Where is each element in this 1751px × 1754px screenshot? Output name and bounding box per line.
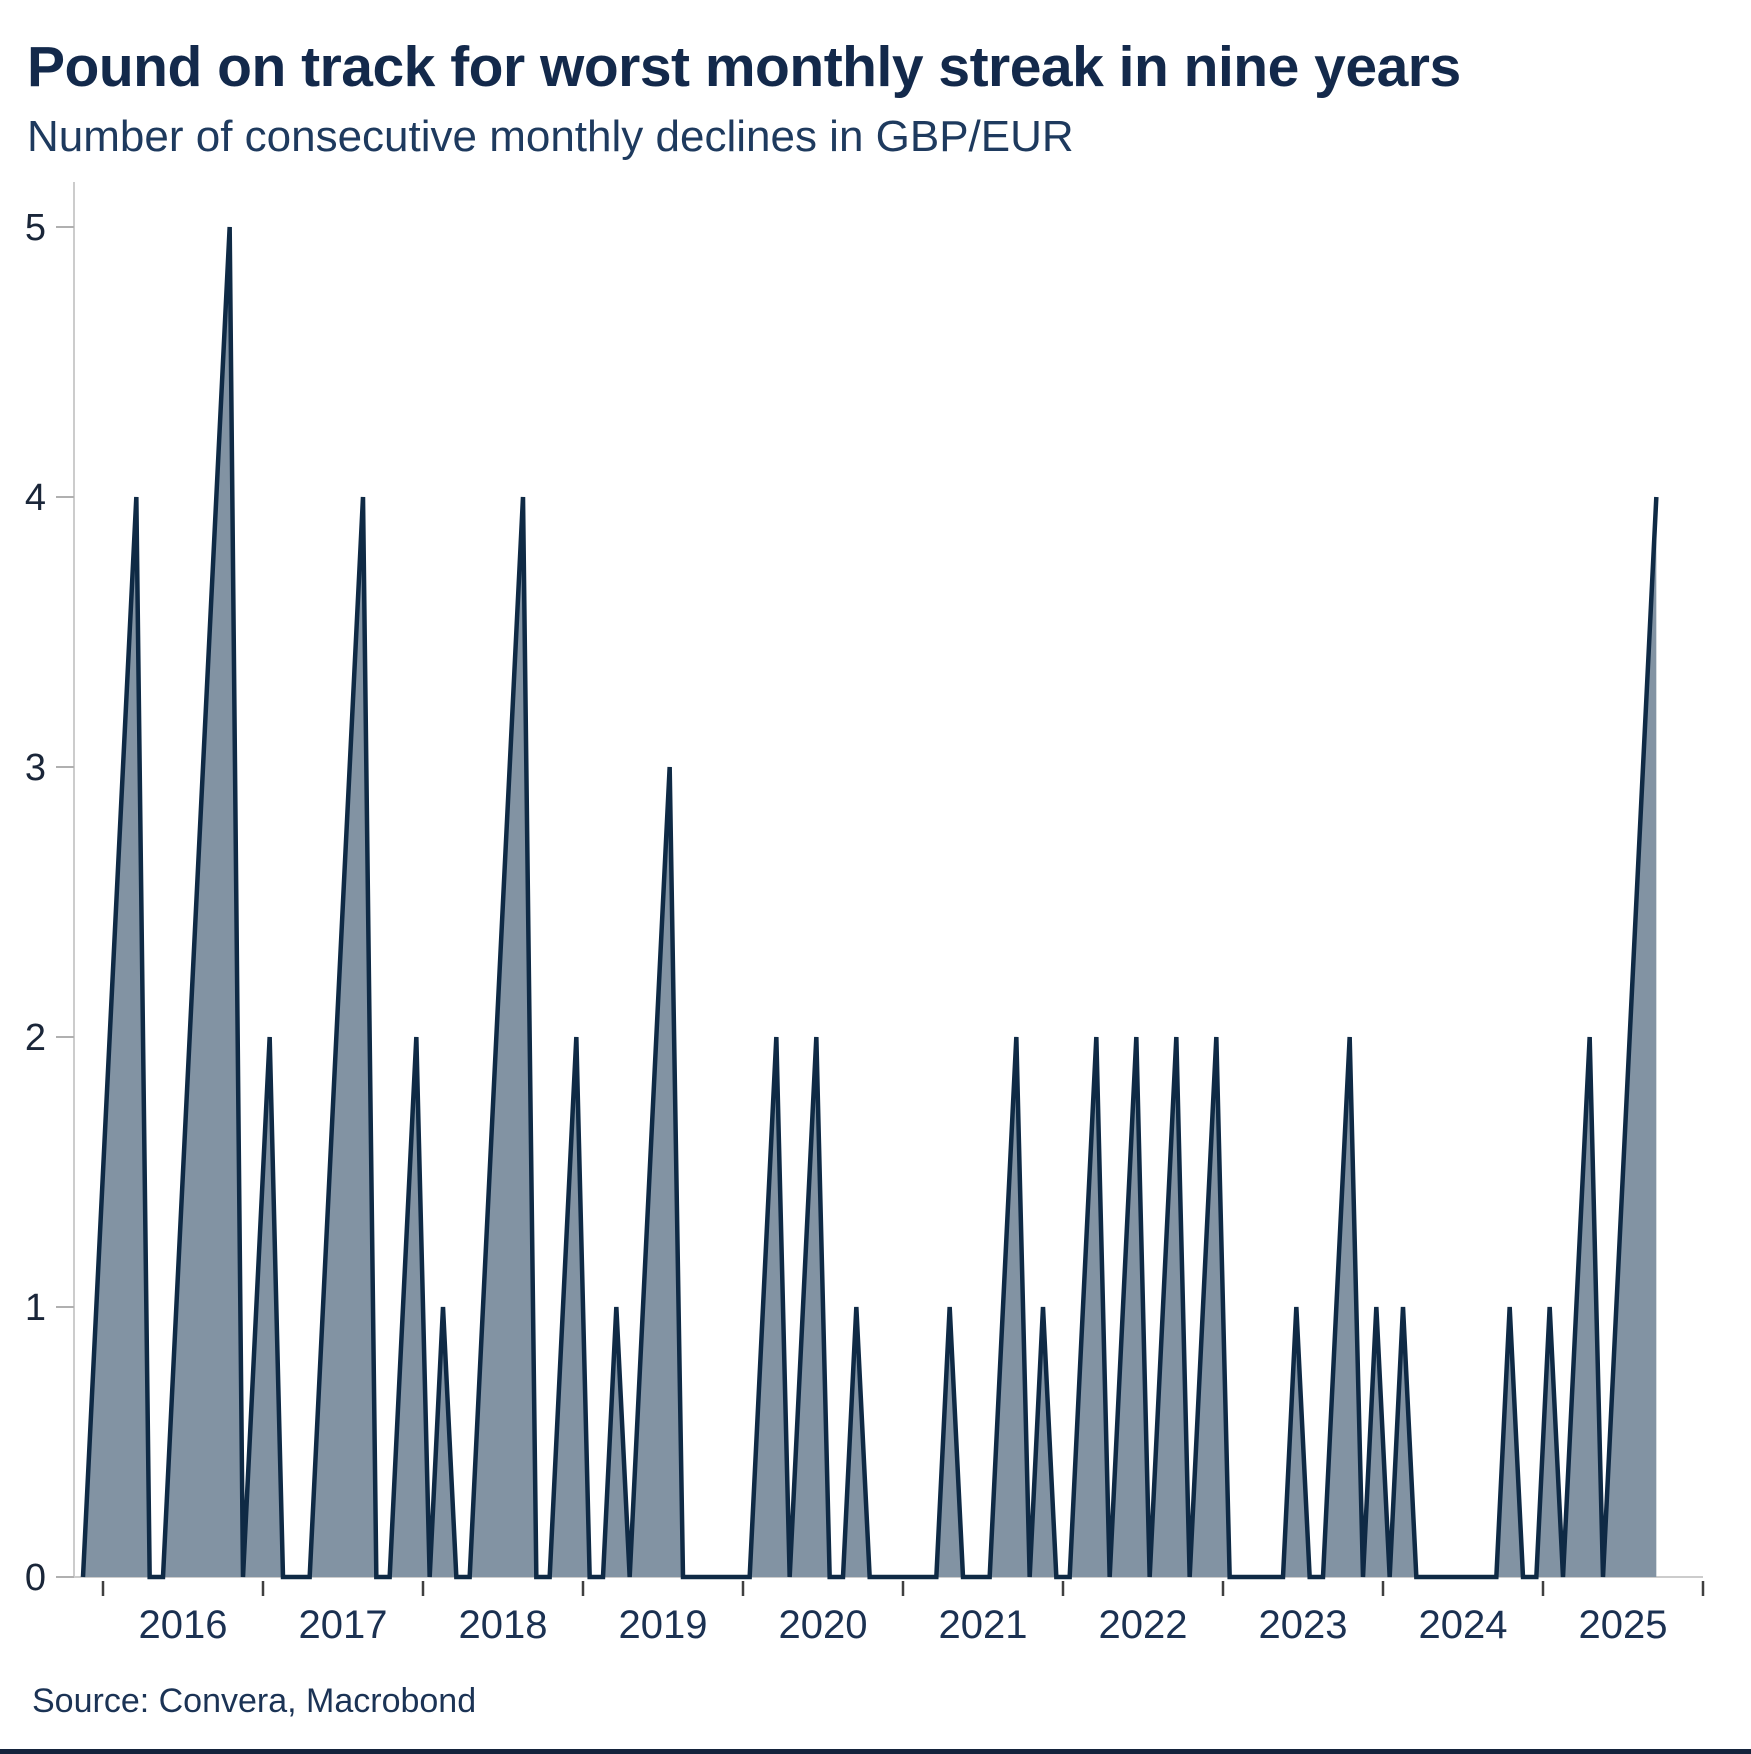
x-year-label: 2020: [779, 1603, 868, 1647]
axis-labels-layer: 0 1 2 3 4 5 2016 2017 2018 2019 2020 2021 2022 2023 20…: [25, 207, 1668, 1647]
x-year-label: 2022: [1099, 1603, 1188, 1647]
x-year-label: 2018: [459, 1603, 548, 1647]
series-layer: [80, 226, 1659, 1580]
decline-streak-line: [80, 226, 1659, 1580]
x-year-label: 2023: [1259, 1603, 1348, 1647]
x-year-label: 2021: [939, 1603, 1028, 1647]
source-note: Source: Convera, Macrobond: [32, 1682, 477, 1720]
x-year-label: 2016: [139, 1603, 228, 1647]
y-tick-label: 5: [25, 207, 46, 249]
brand-bottom-bar: [0, 1749, 1751, 1754]
x-year-label: 2019: [619, 1603, 708, 1647]
x-year-label: 2017: [299, 1603, 388, 1647]
x-year-label: 2024: [1419, 1603, 1508, 1647]
chart-title: Pound on track for worst monthly streak …: [27, 35, 1461, 99]
x-year-label: 2025: [1579, 1603, 1668, 1647]
y-tick-label: 3: [25, 747, 46, 789]
y-tick-label: 2: [25, 1017, 46, 1059]
y-tick-label: 1: [25, 1287, 46, 1329]
y-tick-label: 4: [25, 477, 46, 519]
y-tick-label: 0: [25, 1557, 46, 1599]
axes-layer: [56, 182, 1705, 1596]
chart-subtitle: Number of consecutive monthly declines i…: [27, 112, 1074, 161]
